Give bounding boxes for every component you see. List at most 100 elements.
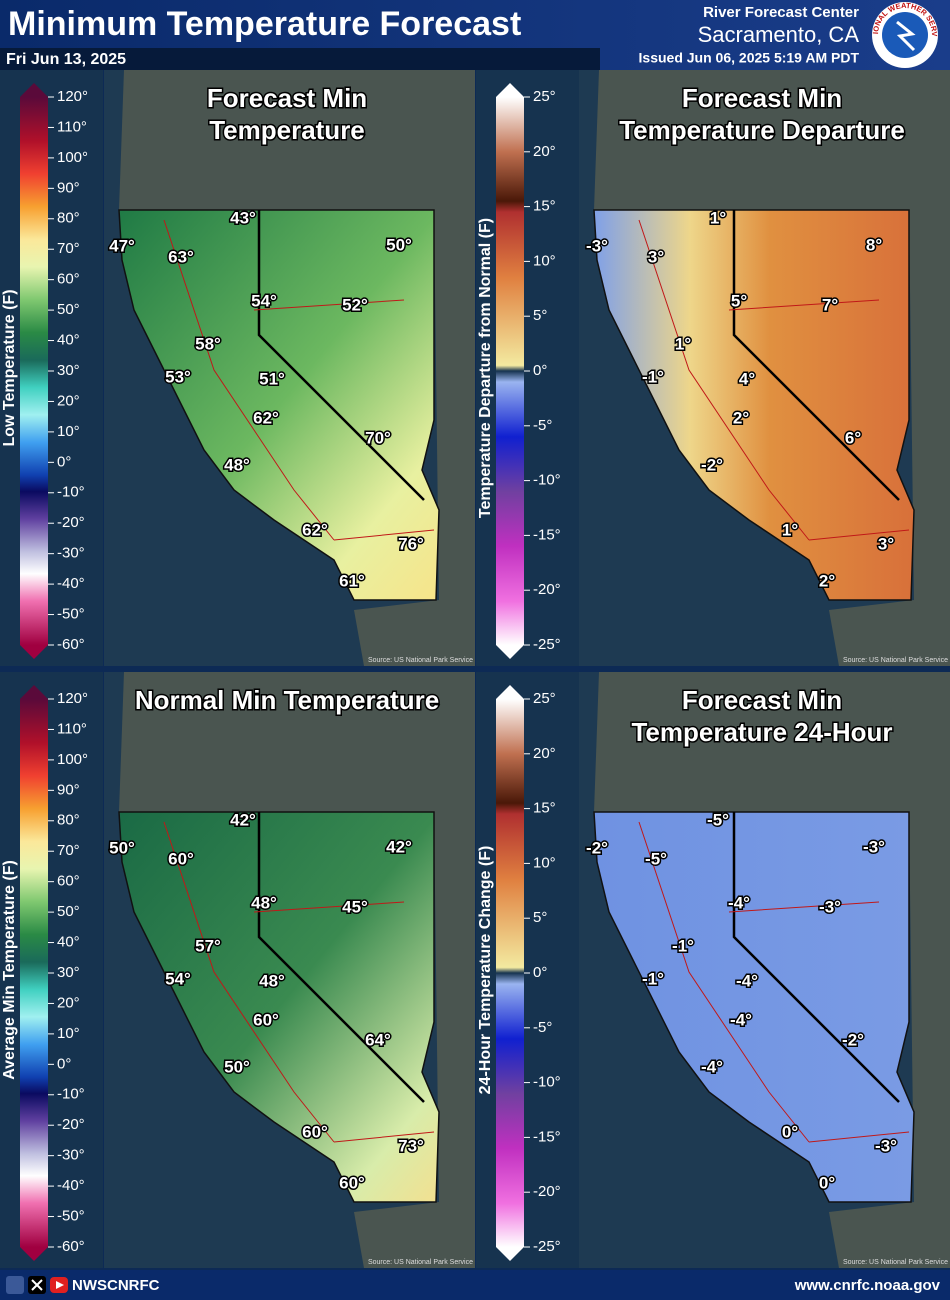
map-value-label: -1° (642, 367, 664, 386)
youtube-glyph (56, 1281, 64, 1289)
tick-label: 70° (57, 842, 80, 859)
colorbar: 120° 110° 100° 90° 80° 70° 60° 50° 40° 30° 20° 10° 0… (0, 70, 103, 666)
map-value-label: 1° (675, 334, 691, 353)
map-value-label: 0° (782, 1122, 798, 1141)
facebook-icon[interactable] (6, 1276, 24, 1294)
map-value-label: -1° (642, 969, 664, 988)
tick-label: -40° (57, 1177, 85, 1194)
colorbar-fill (20, 97, 48, 645)
map-value-label: -3° (875, 1136, 897, 1155)
tick-label: -25° (533, 1238, 561, 1255)
panel-title: Temperature Departure (619, 115, 905, 145)
tick-label: -20° (533, 581, 561, 598)
colorbar-arrow (496, 685, 524, 699)
source-note: Source: US National Park Service (843, 1259, 948, 1266)
tick-label: -15° (533, 526, 561, 543)
map-value-label: 2° (819, 571, 835, 590)
tick-label: 50° (57, 301, 80, 318)
tick-label: 30° (57, 362, 80, 379)
tick-label: -30° (57, 1147, 85, 1164)
tick-label: -40° (57, 575, 85, 592)
map-value-label: -5° (707, 810, 729, 829)
map-value-label: 48° (251, 893, 277, 912)
map-value-label: 60° (253, 1010, 279, 1029)
map-value-label: -2° (842, 1030, 864, 1049)
tick-label: 25° (533, 88, 556, 105)
tick-label: -60° (57, 1238, 85, 1255)
location: Sacramento, CA (698, 22, 860, 47)
map-value-label: 5° (731, 291, 747, 310)
tick-label: 100° (57, 751, 88, 768)
logo-bolt (896, 20, 916, 52)
map-panel: 1° -3° 3° 8° 5° 7° 1° -1° 4° 2° 6° -2° 1° 3° 2° Forecas… (579, 70, 950, 666)
map-value-label: 43° (230, 208, 256, 227)
state-border (257, 210, 425, 501)
tick-label: -20° (57, 514, 85, 531)
roads (638, 219, 910, 541)
colorbar-arrow (20, 1247, 48, 1261)
tick-label: 30° (57, 964, 80, 981)
terrain (119, 672, 475, 1268)
colorbar: 25° 20° 15° 10° 5° 0° -5° -10° -15° -20° -25° Tempe… (476, 70, 579, 666)
roads (163, 219, 435, 541)
terrain (594, 70, 950, 666)
map-value-label: 2° (733, 408, 749, 427)
scale-label: 24-Hour Temperature Change (F) (477, 846, 494, 1095)
tick-label: 100° (57, 149, 88, 166)
tick-label: 40° (57, 934, 80, 951)
panel-title: Forecast Min (207, 83, 367, 113)
map-value-label: 50° (224, 1057, 250, 1076)
colorbar-fill (496, 699, 524, 1247)
map-value-label: 53° (165, 367, 191, 386)
state-border (732, 210, 900, 501)
map-value-label: 4° (739, 369, 755, 388)
map-value-label: 3° (878, 534, 894, 553)
colorbar-bg (0, 70, 103, 666)
tick-label: -10° (533, 472, 561, 489)
tick-label: 25° (533, 690, 556, 707)
map-value-label: -2° (701, 455, 723, 474)
colorbar-arrow (20, 645, 48, 659)
website[interactable]: www.cnrfc.noaa.gov (794, 1277, 941, 1294)
tick-label: 20° (57, 392, 80, 409)
scale-label: Average Min Temperature (F) (1, 860, 18, 1080)
tick-label: -10° (57, 1086, 85, 1103)
map-value-label: 50° (386, 235, 412, 254)
tick-label: -15° (533, 1128, 561, 1145)
colorbar-arrow (20, 83, 48, 97)
map-value-label: -4° (736, 971, 758, 990)
source-note: Source: US National Park Service (843, 657, 948, 664)
map-value-label: 6° (845, 428, 861, 447)
state-area (593, 209, 915, 601)
tick-label: 60° (57, 873, 80, 890)
map-value-label: 47° (109, 236, 135, 255)
tick-label: 90° (57, 781, 80, 798)
map-value-label: -1° (672, 936, 694, 955)
tick-label: 110° (57, 118, 87, 135)
map-value-label: 52° (342, 295, 368, 314)
map-value-label: 42° (230, 810, 256, 829)
tick-label: -20° (57, 1116, 85, 1133)
colorbar-fill (20, 699, 48, 1247)
map-value-label: 73° (398, 1136, 424, 1155)
source-note: Source: US National Park Service (368, 1259, 473, 1266)
tick-label: -10° (533, 1074, 561, 1091)
map-value-label: 60° (339, 1173, 365, 1192)
social-handle[interactable]: NWSCNRFC (72, 1277, 160, 1294)
tick-label: 0° (57, 453, 71, 470)
tick-label: 90° (57, 179, 80, 196)
tick-label: 120° (57, 690, 88, 707)
map-value-label: -4° (730, 1010, 752, 1029)
map-value-label: -5° (645, 849, 667, 868)
tick-label: 15° (533, 800, 556, 817)
map-value-label: -3° (819, 897, 841, 916)
tick-label: 10° (57, 423, 80, 440)
tick-label: 5° (533, 307, 547, 324)
tick-label: 0° (533, 362, 547, 379)
map-value-label: 1° (782, 520, 798, 539)
issued: Issued Jun 06, 2025 5:19 AM PDT (639, 50, 860, 66)
colorbar-arrow (20, 685, 48, 699)
title: Minimum Temperature Forecast (8, 5, 521, 43)
scale-label: Temperature Departure from Normal (F) (477, 218, 494, 518)
